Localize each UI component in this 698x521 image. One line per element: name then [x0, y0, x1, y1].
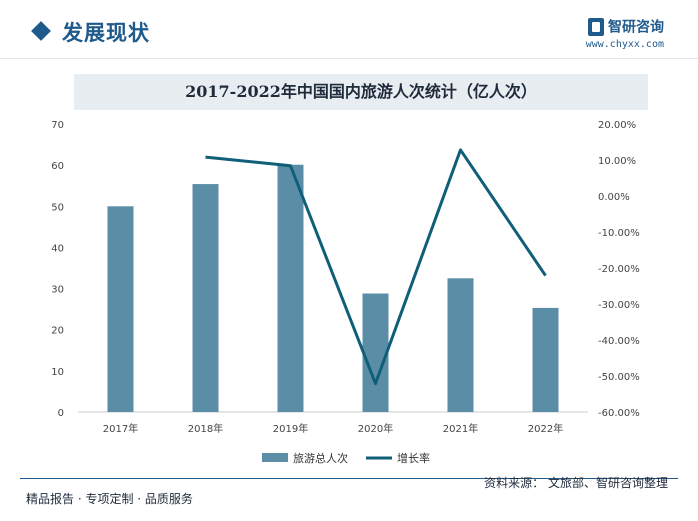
header: 发展现状 智研咨询 www.chyxx.com — [0, 0, 698, 58]
growth-line — [205, 148, 547, 386]
y2-tick-label: -40.00% — [598, 336, 640, 347]
x-tick-label: 2017年 — [103, 422, 138, 435]
y-tick-label: 40 — [51, 243, 64, 254]
right-axis: -60.00% -50.00% -40.00% -30.00% -20.00% -10.0… — [598, 120, 640, 419]
y-tick-label: 60 — [51, 161, 64, 172]
x-tick-label: 2019年 — [273, 422, 308, 435]
legend-bar-label: 旅游总人次 — [293, 451, 348, 465]
y2-tick-label: 20.00% — [598, 120, 636, 131]
y2-tick-label: 10.00% — [598, 156, 636, 167]
growth-rate-line — [205, 148, 547, 386]
legend-line-label: 增长率 — [397, 451, 430, 465]
footer-slogan: 精品报告 · 专项定制 · 品质服务 — [26, 492, 193, 506]
y-tick-label: 70 — [51, 120, 64, 131]
y-tick-label: 30 — [51, 285, 64, 296]
brand-name: 智研咨询 — [608, 19, 664, 36]
bar — [107, 206, 134, 412]
x-tick-label: 2022年 — [528, 422, 563, 435]
bar — [532, 307, 559, 412]
x-tick-label: 2018年 — [188, 422, 223, 435]
footer-divider — [20, 478, 678, 479]
legend: 旅游总人次 增长率 — [262, 451, 430, 465]
brand-url: www.chyxx.com — [585, 38, 664, 50]
y2-tick-label: -10.00% — [598, 228, 640, 239]
bar — [447, 278, 474, 412]
y2-tick-label: 0.00% — [598, 192, 630, 203]
y2-tick-label: -30.00% — [598, 300, 640, 311]
y-tick-label: 50 — [51, 202, 64, 213]
y2-tick-label: -60.00% — [598, 408, 640, 419]
bar — [362, 293, 389, 412]
brand: 智研咨询 www.chyxx.com — [586, 16, 664, 50]
footer-source: 资料来源： 文旅部、智研咨询整理 — [484, 476, 668, 490]
legend-bar-swatch — [262, 453, 288, 462]
bars — [107, 164, 559, 412]
left-axis: 0 10 20 30 40 50 60 70 — [51, 120, 64, 419]
y2-tick-label: -20.00% — [598, 264, 640, 275]
y-tick-label: 10 — [51, 367, 64, 378]
header-divider — [0, 58, 698, 59]
y-tick-label: 0 — [58, 408, 64, 419]
bar — [192, 184, 219, 412]
x-tick-label: 2020年 — [358, 422, 393, 435]
y2-tick-label: -50.00% — [598, 372, 640, 383]
x-axis: 2017年 2018年 2019年 2020年 2021年 2022年 — [103, 422, 563, 435]
y-tick-label: 20 — [51, 326, 64, 337]
section-title: 发展现状 — [62, 21, 150, 45]
chart-title: 2017-2022年中国国内旅游人次统计（亿人次） — [74, 74, 648, 110]
brand-logo-icon — [588, 17, 604, 36]
bar — [277, 164, 304, 412]
x-tick-label: 2021年 — [443, 422, 478, 435]
